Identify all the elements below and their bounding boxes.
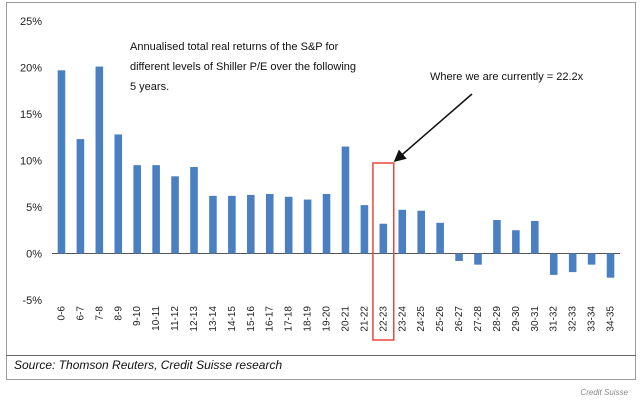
highlight-box xyxy=(372,162,395,341)
bar-0-6 xyxy=(57,70,66,254)
x-tick-label: 28-29 xyxy=(492,306,503,332)
bar-28-29 xyxy=(493,220,501,254)
x-tick-label: 15-16 xyxy=(246,306,257,332)
bar-24-25 xyxy=(417,210,425,254)
x-tick-label: 21-22 xyxy=(359,306,370,332)
credit-text: Credit Suisse xyxy=(580,388,628,397)
x-tick-label: 8-9 xyxy=(113,306,124,321)
bar-26-27 xyxy=(455,253,463,261)
x-tick-label: 34-35 xyxy=(606,306,617,332)
x-tick-label: 31-32 xyxy=(549,306,560,332)
bar-27-28 xyxy=(474,253,482,265)
x-tick-label: 29-30 xyxy=(511,306,522,332)
bar-14-15 xyxy=(228,195,236,254)
chart-frame xyxy=(6,2,636,380)
bar-33-34 xyxy=(587,253,596,265)
bar-16-17 xyxy=(265,193,274,254)
y-tick-label: 20% xyxy=(20,63,42,75)
bar-32-33 xyxy=(568,253,577,273)
x-tick-label: 22-23 xyxy=(378,306,389,332)
x-tick-label: 24-25 xyxy=(416,306,427,332)
y-tick-label: 0% xyxy=(26,249,42,261)
x-axis: 0-6 6-7 7-8 8-9 9-10 10-11 11-12 12-13 13-14 14-1… xyxy=(56,306,616,332)
bar-10-11 xyxy=(152,165,160,254)
x-tick-label: 11-12 xyxy=(170,306,181,331)
bar-7-8 xyxy=(95,66,104,254)
bar-15-16 xyxy=(247,194,255,254)
x-tick-label: 20-21 xyxy=(340,306,351,332)
y-tick-label: 10% xyxy=(20,156,42,168)
annotation-main-line-1: Annualised total real returns of the S&P… xyxy=(130,41,339,53)
bar-25-26 xyxy=(436,222,444,254)
x-tick-label: 13-14 xyxy=(208,306,219,332)
bar-22-23 xyxy=(379,223,388,254)
bar-17-18 xyxy=(284,196,293,254)
bar-9-10 xyxy=(133,165,141,254)
x-tick-label: 12-13 xyxy=(189,306,200,332)
bar-30-31 xyxy=(531,220,539,254)
x-tick-label: 27-28 xyxy=(473,306,484,332)
x-tick-label: 14-15 xyxy=(227,306,238,332)
source-text: Source: Thomson Reuters, Credit Suisse r… xyxy=(14,358,283,372)
x-tick-label: 10-11 xyxy=(151,306,162,331)
x-tick-label: 7-8 xyxy=(94,306,105,321)
bar-18-19 xyxy=(303,199,312,254)
bar-21-22 xyxy=(360,205,369,254)
bar-13-14 xyxy=(209,195,217,254)
bar-23-24 xyxy=(398,209,407,254)
x-tick-label: 17-18 xyxy=(284,306,295,332)
annotations: Annualised total real returns of the S&P… xyxy=(130,41,584,341)
y-tick-label: -5% xyxy=(22,295,42,307)
x-tick-label: 18-19 xyxy=(303,306,314,332)
x-tick-label: 9-10 xyxy=(132,306,143,326)
y-axis: 25% 20% 15% 10% 5% 0% -5% xyxy=(20,16,620,307)
bars xyxy=(57,66,615,278)
annotation-main-line-2: different levels of Shiller P/E over the… xyxy=(130,61,356,73)
bar-19-20 xyxy=(322,193,331,254)
x-tick-label: 16-17 xyxy=(265,306,276,332)
bar-8-9 xyxy=(114,134,123,254)
bar-20-21 xyxy=(341,146,350,254)
y-tick-label: 5% xyxy=(26,202,42,214)
annotation-arrow xyxy=(393,93,473,162)
y-tick-label: 25% xyxy=(20,16,42,28)
x-tick-label: 26-27 xyxy=(454,306,465,332)
bar-12-13 xyxy=(190,167,198,254)
x-tick-label: 32-33 xyxy=(568,306,579,332)
y-tick-label: 15% xyxy=(20,109,42,121)
x-tick-label: 30-31 xyxy=(530,306,541,332)
bar-31-32 xyxy=(549,253,558,275)
bar-11-12 xyxy=(171,176,179,254)
x-tick-label: 33-34 xyxy=(587,306,598,332)
annotation-main-line-3: 5 years. xyxy=(130,81,169,93)
x-tick-label: 19-20 xyxy=(322,306,333,332)
bar-29-30 xyxy=(512,230,520,254)
bar-34-35 xyxy=(606,253,615,278)
source-divider xyxy=(6,355,636,356)
x-tick-label: 6-7 xyxy=(75,306,86,321)
x-tick-label: 0-6 xyxy=(56,306,67,321)
bar-6-7 xyxy=(76,139,85,254)
annotation-arrow-label: Where we are currently = 22.2x xyxy=(430,71,584,83)
x-tick-label: 25-26 xyxy=(435,306,446,332)
x-tick-label: 23-24 xyxy=(397,306,408,332)
